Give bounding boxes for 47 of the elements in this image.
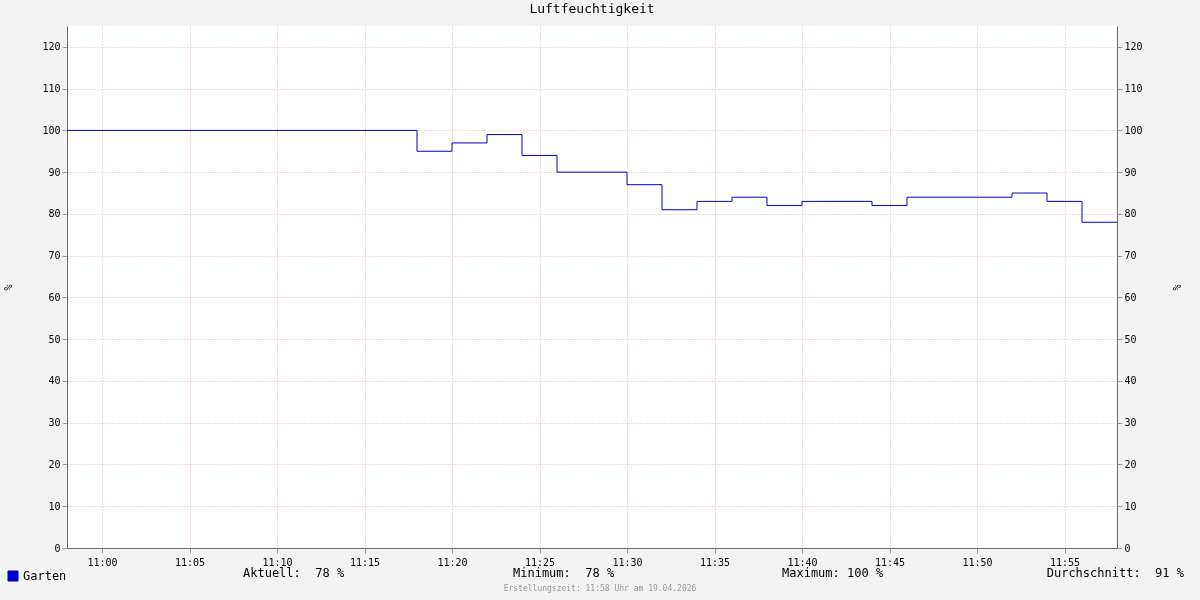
y-tick-label: 100 [42,124,61,136]
y2-tick-label: 40 [1124,375,1137,387]
x-tick-label: 11:55 [1049,556,1081,568]
y2-tick-label: 100 [1124,124,1143,136]
y2-tick-label: 20 [1124,458,1137,470]
text: Erstellungszeit: 11:58 Uhr am 19.04.2026 [502,584,698,593]
text: Minimum: 78 % [513,566,615,580]
y-tick-label: 80 [48,208,61,220]
x-tick-label: 11:35 [699,556,731,568]
x-tick-label: 11:45 [874,556,906,568]
y2-tick-label: 10 [1124,500,1137,512]
y2-tick-label: 120 [1124,41,1143,53]
text: Aktuell: 78 % [243,566,345,580]
y2-tick-label: 90 [1124,166,1137,178]
y2-axis-title: % [1170,284,1182,291]
y-tick-label: 60 [48,291,61,303]
y-tick-label: 70 [48,250,61,262]
x-tick-label: 11:30 [612,556,643,568]
y2-tick-label: 50 [1124,333,1137,345]
y-tick-label: 50 [48,333,61,345]
y-tick-label: 10 [48,500,61,512]
y2-tick-label: 60 [1124,291,1137,303]
y2-tick-label: 30 [1124,417,1137,429]
text: Durchschnitt: 91 % [1046,566,1184,580]
legend-label: Garten [23,569,67,583]
x-tick-label: 11:50 [962,556,993,568]
y2-tick-label: 80 [1124,208,1137,220]
y2-tick-label: 70 [1124,250,1137,262]
y-tick-label: 40 [48,375,61,387]
y2-tick-label: 0 [1124,542,1131,554]
x-tick-label: 11:00 [87,556,118,568]
text: Maximum: 100 % [782,566,884,580]
y-tick-label: 0 [54,542,61,554]
y2-tick-label: 110 [1124,83,1143,95]
x-tick-label: 11:40 [787,556,818,568]
x-tick-label: 11:05 [174,556,206,568]
x-tick-label: 11:10 [262,556,293,568]
x-tick-label: 11:15 [349,556,381,568]
y-tick-label: 120 [42,41,61,53]
chart-title: Luftfeuchtigkeit [529,1,655,16]
y-axis-title: % [3,284,15,291]
y-tick-label: 30 [48,417,61,429]
x-tick-label: 11:25 [524,556,556,568]
y-tick-label: 110 [42,83,61,95]
y-tick-label: 20 [48,458,61,470]
y-tick-label: 90 [48,166,61,178]
x-tick-label: 11:20 [437,556,468,568]
